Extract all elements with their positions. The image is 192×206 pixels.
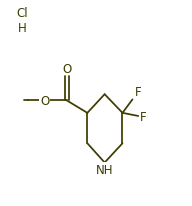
- Text: O: O: [62, 62, 71, 75]
- Text: NH: NH: [96, 163, 113, 176]
- Text: O: O: [40, 95, 49, 107]
- Text: H: H: [18, 22, 26, 35]
- Text: F: F: [140, 111, 147, 124]
- Text: Cl: Cl: [16, 7, 28, 20]
- Text: F: F: [134, 85, 141, 98]
